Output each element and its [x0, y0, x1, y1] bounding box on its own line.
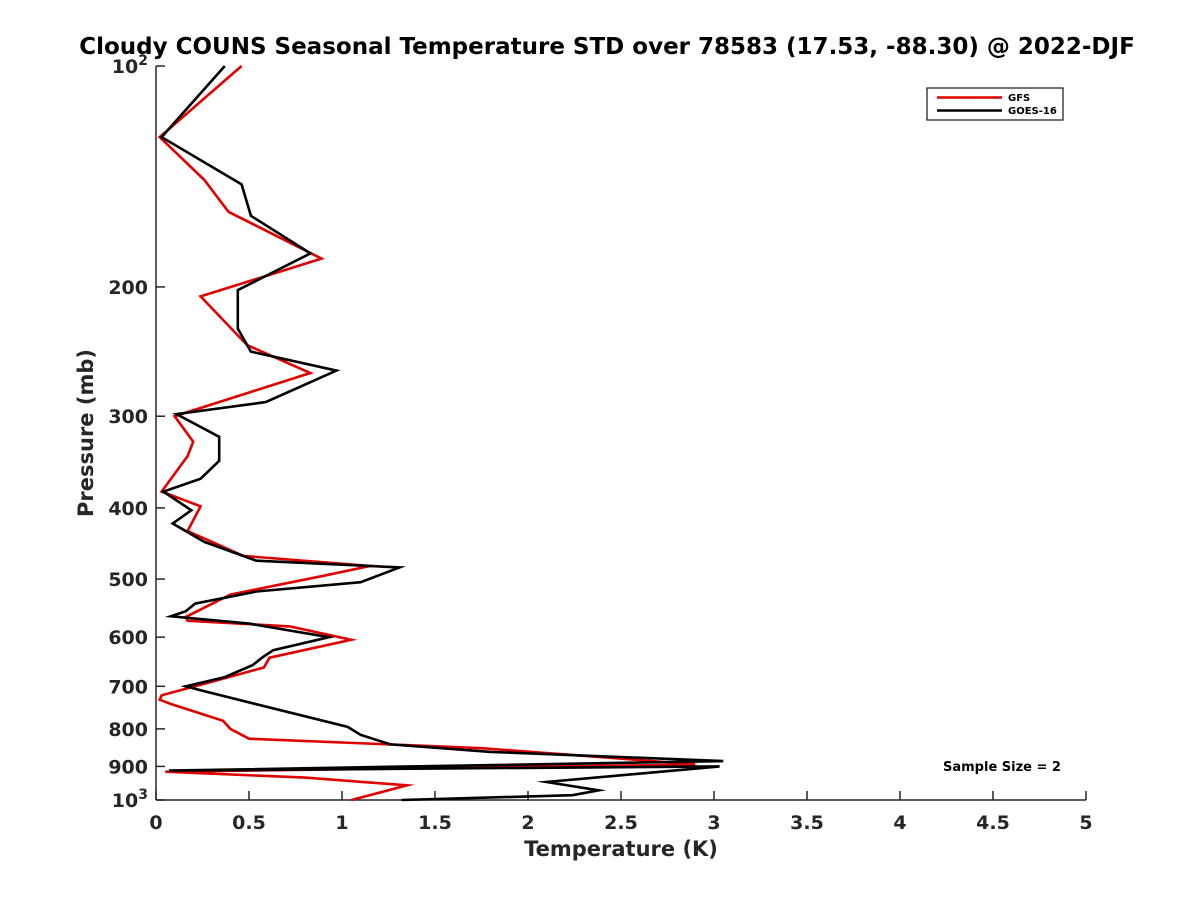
y-tick-label: 300: [108, 406, 148, 428]
y-axis-label: Pressure (mb): [74, 349, 98, 517]
y-tick-base: 10: [112, 790, 138, 812]
x-tick-label: 3.5: [790, 812, 824, 834]
x-tick-group: 0 0.5 1 1.5 2 2.5 3 3.5 4 4.5 5: [149, 791, 1093, 834]
series-line-gfs: [157, 65, 696, 802]
x-tick-label: 1: [335, 812, 348, 834]
x-tick-label: 5: [1079, 812, 1092, 834]
series-group: [157, 65, 724, 802]
x-tick-label: 0.5: [232, 812, 266, 834]
y-tick-label: 800: [108, 719, 148, 741]
plot-area: [155, 66, 1086, 801]
legend: GFS GOES-16: [926, 87, 1064, 121]
x-tick-label: 2.5: [604, 812, 638, 834]
sample-size-annotation: Sample Size = 2: [943, 760, 1061, 775]
legend-label-gfs: GFS: [1008, 93, 1030, 104]
x-tick-label: 0: [149, 812, 162, 834]
x-tick-label: 2: [521, 812, 534, 834]
x-tick-label: 1.5: [418, 812, 452, 834]
y-tick-exponent: 3: [138, 787, 148, 803]
y-tick-label: 200: [108, 277, 148, 299]
y-tick-exponent: 2: [138, 53, 148, 69]
y-tick-label: 103: [112, 787, 148, 812]
legend-box: [926, 87, 1064, 121]
y-tick-label: 900: [108, 756, 148, 778]
y-tick-label: 500: [108, 569, 148, 591]
x-axis-label: Temperature (K): [524, 837, 718, 861]
y-tick-label: 700: [108, 676, 148, 698]
x-tick-label: 3: [707, 812, 720, 834]
y-tick-label: 400: [108, 498, 148, 520]
x-tick-label: 4: [893, 812, 906, 834]
series-line-goes-16: [159, 65, 724, 802]
chart-title: Cloudy COUNS Seasonal Temperature STD ov…: [79, 34, 1135, 60]
y-tick-base: 10: [112, 56, 138, 78]
legend-label-goes-16: GOES-16: [1008, 106, 1057, 117]
y-tick-label: 102: [112, 53, 148, 78]
y-tick-label: 600: [108, 627, 148, 649]
x-tick-label: 4.5: [976, 812, 1010, 834]
